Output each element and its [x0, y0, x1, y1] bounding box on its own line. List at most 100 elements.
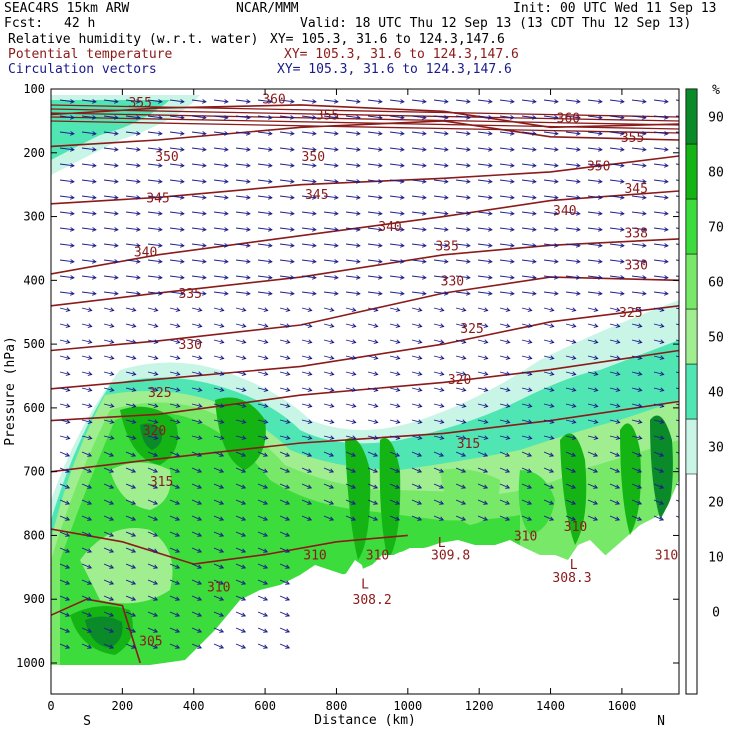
vector-arrow [323, 179, 338, 183]
vector-arrow [345, 195, 360, 199]
vector-arrowhead [659, 419, 665, 424]
vector-arrow [499, 259, 514, 263]
vector-arrowhead [197, 516, 203, 521]
vector-arrow [345, 99, 360, 103]
vector-arrowhead [263, 484, 269, 489]
vector-arrow [653, 419, 664, 423]
vector-arrow [235, 323, 246, 327]
vector-arrow [103, 243, 118, 247]
vector-arrow [411, 323, 422, 327]
vector-arrowhead [109, 484, 115, 489]
vector-arrowhead [65, 484, 71, 489]
vector-arrowhead [373, 371, 379, 376]
vector-arrowhead [109, 516, 115, 521]
vector-arrowhead [180, 131, 185, 136]
vector-arrow [631, 131, 646, 135]
vector-arrow [169, 643, 180, 649]
vector-arrowhead [246, 179, 251, 184]
vector-arrow [147, 563, 158, 569]
vector-arrowhead [598, 243, 603, 248]
vector-arrowhead [290, 195, 295, 200]
vector-arrowhead [488, 243, 493, 248]
vector-arrow [345, 339, 356, 343]
vector-arrowhead [312, 259, 317, 264]
vector-arrow [279, 131, 294, 135]
vector-arrowhead [329, 468, 335, 473]
vector-arrow [235, 291, 250, 295]
vector-arrowhead [571, 500, 577, 505]
vector-arrow [279, 403, 290, 407]
vector-arrow [565, 483, 576, 489]
vector-arrowhead [356, 179, 361, 184]
vector-arrow [455, 275, 470, 279]
vector-arrowhead [263, 468, 269, 473]
vector-arrow [543, 435, 554, 439]
vector-arrowhead [307, 484, 313, 489]
vector-arrowhead [158, 99, 163, 104]
vector-arrowhead [175, 548, 181, 553]
vector-arrowhead [505, 355, 511, 360]
vector-arrowhead [92, 163, 97, 168]
vector-arrowhead [70, 211, 75, 216]
vector-arrow [455, 435, 466, 439]
vector-arrowhead [224, 227, 229, 232]
vector-arrowhead [131, 419, 137, 424]
vector-arrowhead [219, 564, 225, 569]
vector-arrow [499, 371, 510, 375]
vector-arrowhead [246, 195, 251, 200]
vector-arrow [235, 595, 246, 601]
vector-arrow [367, 499, 378, 505]
vector-arrowhead [642, 291, 647, 296]
vector-arrowhead [554, 259, 559, 264]
vector-arrowhead [285, 371, 291, 376]
colorbar-level [685, 308, 698, 365]
vector-arrow [235, 371, 246, 375]
vector-arrow [257, 611, 268, 617]
vector-arrowhead [65, 580, 71, 585]
vector-arrowhead [312, 211, 317, 216]
vector-arrow [213, 227, 228, 231]
vector-arrowhead [356, 99, 361, 104]
vector-arrow [389, 515, 400, 521]
vector-arrowhead [373, 484, 379, 489]
vector-arrowhead [224, 163, 229, 168]
vector-arrow [499, 483, 510, 489]
vector-arrow [345, 291, 360, 295]
vector-arrowhead [92, 291, 97, 296]
vector-arrowhead [593, 371, 599, 376]
vector-arrowhead [461, 452, 467, 457]
vector-arrowhead [488, 115, 493, 120]
contour-label: 335 [178, 287, 201, 302]
vector-arrow [59, 547, 70, 553]
vector-arrow [609, 515, 620, 521]
vector-arrowhead [263, 628, 269, 633]
vector-arrowhead [92, 243, 97, 248]
vector-arrowhead [527, 452, 533, 457]
vector-arrow [631, 467, 642, 473]
vector-arrow [455, 227, 470, 231]
vector-arrow [301, 275, 316, 279]
vector-arrow [411, 339, 422, 343]
vector-arrowhead [268, 131, 273, 136]
vector-arrowhead [488, 275, 493, 280]
vector-arrowhead [175, 644, 181, 649]
vector-arrow [345, 163, 360, 167]
vector-arrowhead [444, 291, 449, 296]
vector-arrow [499, 179, 514, 183]
vector-arrowhead [395, 323, 401, 328]
vector-arrowhead [488, 147, 493, 152]
vector-arrowhead [285, 628, 291, 633]
contour-label: 309.8 [431, 549, 470, 564]
vector-arrow [323, 515, 334, 521]
vector-arrow [609, 355, 620, 359]
vector-arrow [499, 387, 510, 391]
vector-arrow [455, 499, 466, 505]
vector-arrow [367, 115, 382, 119]
vector-arrowhead [395, 371, 401, 376]
vector-arrow [235, 547, 246, 553]
vector-arrowhead [285, 612, 291, 617]
vector-arrowhead [175, 532, 181, 537]
vector-arrowhead [598, 275, 603, 280]
vector-arrow [323, 115, 338, 119]
